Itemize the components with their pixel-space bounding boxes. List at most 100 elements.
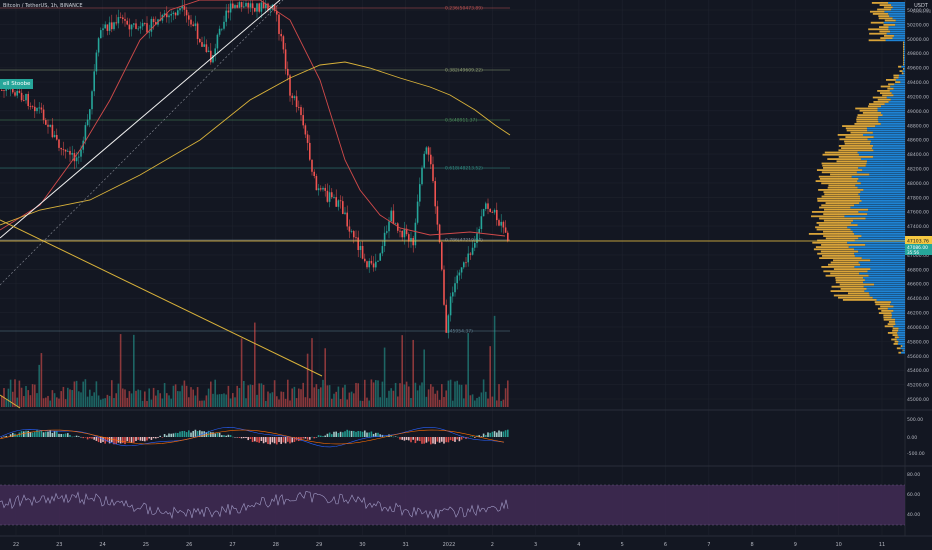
volume-profile-bar-up [897, 334, 905, 336]
volume-bar [328, 385, 331, 407]
volume-profile-bar-up [870, 268, 905, 270]
candle-body [423, 153, 425, 168]
volume-profile-bar-up [867, 129, 905, 132]
candle-body [128, 24, 131, 30]
volume-profile-bar-down [856, 120, 879, 123]
macd-histogram-bar [346, 429, 348, 437]
macd-histogram-bar [379, 434, 381, 437]
macd-histogram-bar [95, 437, 98, 441]
moving-average-yellow [0, 61, 511, 226]
volume-bar [60, 391, 62, 407]
volume-bar [260, 383, 263, 407]
candle-body [430, 154, 432, 165]
volume-profile-bar-down [819, 206, 851, 209]
macd-histogram-bar [452, 437, 454, 441]
volume-bar [489, 346, 491, 407]
macd-histogram-bar [262, 437, 265, 444]
volume-profile-bar-down [903, 68, 904, 70]
volume-profile-bar-up [898, 74, 905, 77]
volume-bar [106, 394, 109, 407]
macd-histogram-bar [322, 436, 324, 437]
price-tick-label: 49600.00 [907, 66, 929, 72]
macd-histogram-bar [69, 434, 71, 437]
macd-histogram-bar [247, 437, 249, 441]
candle-body [27, 93, 29, 107]
volume-profile-bar-up [888, 13, 905, 15]
macd-histogram-bar [106, 437, 109, 442]
rsi-line [0, 491, 509, 520]
candle-body [458, 272, 461, 276]
macd-histogram-bar [300, 437, 302, 441]
volume-profile-bar-down [823, 213, 868, 215]
volume-bar [20, 387, 23, 407]
macd-histogram-bar [34, 432, 36, 437]
volume-profile-bar-up [901, 351, 905, 354]
volume-bar [379, 397, 381, 407]
volume-bar [280, 391, 282, 407]
volume-profile-bar-down [877, 8, 892, 11]
volume-bar [284, 398, 287, 407]
candle-body [95, 52, 98, 72]
volume-bar [97, 395, 100, 407]
macd-histogram-bar [196, 431, 199, 437]
volume-profile-bar-down [862, 112, 882, 114]
volume-bar [394, 382, 397, 407]
volume-profile-bar-down [878, 17, 893, 20]
macd-histogram-bar [192, 430, 194, 437]
volume-bar [485, 391, 487, 407]
volume-profile-bar-down [901, 72, 904, 75]
volume-bar [104, 398, 106, 407]
volume-profile-bar-up [858, 193, 905, 196]
volume-bar [507, 380, 509, 407]
indicator-badge[interactable]: ell Stoobe [0, 79, 34, 89]
macd-histogram-bar [238, 437, 241, 438]
candle-body [194, 23, 197, 26]
macd-histogram-bar [49, 430, 51, 437]
volume-profile-bar-up [852, 219, 905, 222]
candle-body [315, 176, 318, 191]
volume-bar [141, 400, 144, 407]
volume-profile-bar-up [893, 305, 905, 308]
volume-profile-bar-up [862, 134, 905, 136]
macd-histogram-bar [335, 431, 337, 437]
price-tick-label: 48600.00 [907, 138, 929, 144]
volume-bar [137, 389, 139, 407]
macd-histogram-bar [269, 437, 271, 445]
volume-profile-bar-down [902, 349, 904, 352]
volume-profile-bar-down [837, 134, 863, 136]
volume-profile-bar-up [880, 123, 905, 125]
candle-body [236, 5, 238, 8]
candle-body [51, 124, 54, 138]
volume-bar [130, 393, 133, 407]
macd-histogram-bar [480, 436, 483, 437]
macd-histogram-bar [29, 431, 32, 437]
candle-body [203, 44, 205, 47]
volume-profile-bar-up [892, 37, 905, 39]
candle-body [205, 44, 208, 52]
volume-bar [350, 391, 353, 407]
volume-profile-bar-up [865, 164, 905, 167]
volume-profile-bar-up [873, 156, 905, 158]
volume-bar [183, 380, 186, 407]
volume-profile-bar-down [893, 76, 899, 79]
volume-profile-bar-down [903, 43, 904, 46]
volume-bar [124, 389, 126, 407]
volume-profile-bar-up [903, 57, 905, 59]
macd-histogram-bar [251, 437, 254, 443]
volume-profile-bar-down [845, 136, 874, 138]
volume-profile-bar-up [860, 182, 905, 185]
candle-body [36, 107, 38, 112]
candle-body [97, 38, 100, 53]
volume-profile-bar-up [903, 48, 905, 50]
candle-body [333, 197, 335, 198]
volume-bar [434, 393, 436, 407]
volume-bar [357, 383, 359, 407]
volume-bar [419, 385, 421, 407]
volume-profile-bar-down [835, 281, 864, 284]
candle-body [139, 26, 142, 29]
volume-bar [84, 379, 87, 407]
candle-body [201, 42, 203, 47]
macd-histogram-bar [218, 432, 221, 437]
volume-bar [471, 394, 474, 407]
